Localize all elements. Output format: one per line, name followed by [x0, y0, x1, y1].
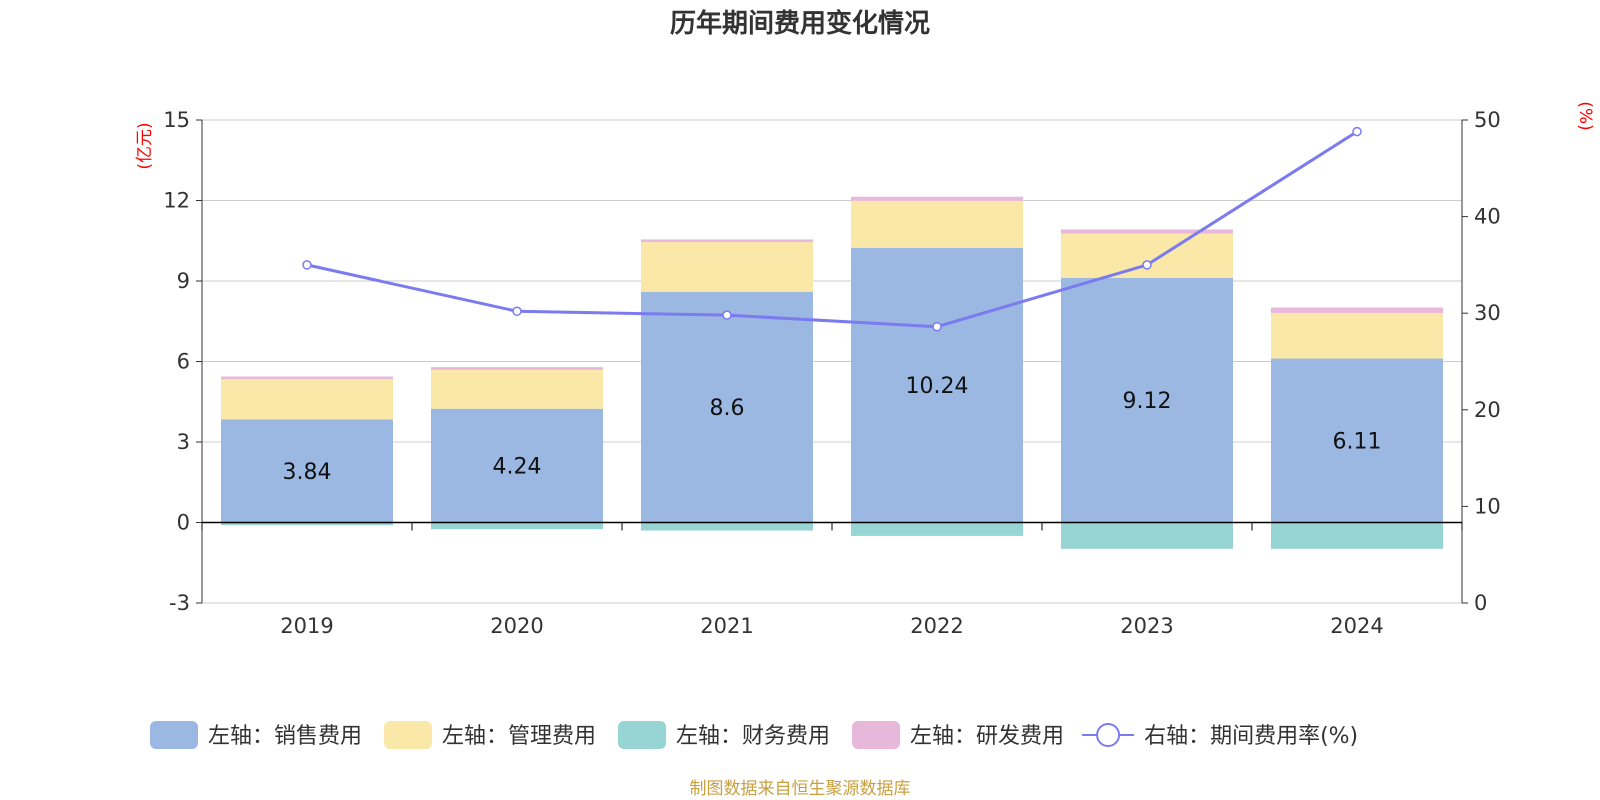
right-tick-label: 40 [1474, 205, 1501, 229]
left-tick-label: 15 [163, 108, 190, 132]
right-tick-label: 0 [1474, 591, 1487, 615]
legend-swatch [384, 721, 433, 749]
bar-segment [641, 522, 813, 531]
bar-segment [1271, 312, 1443, 359]
x-tick-label: 2023 [1120, 614, 1173, 638]
bar-segment [1271, 307, 1443, 313]
bar-segment [221, 522, 393, 526]
right-tick-label: 10 [1474, 494, 1501, 518]
right-tick-label: 20 [1474, 398, 1501, 422]
legend-label: 右轴：期间费用率(%) [1144, 724, 1358, 749]
bar-segment [1061, 233, 1233, 278]
bar-segment [431, 408, 603, 523]
bar-data-label: 8.6 [710, 396, 745, 421]
rate-point [512, 306, 522, 317]
data-labels: 3.84 4.24 8.6 10.24 9.12 6.11 [283, 374, 1382, 485]
rate-point [1352, 126, 1362, 137]
legend-label: 左轴：财务费用 [676, 724, 830, 749]
bar-segment [851, 522, 1023, 536]
left-tick-label: 0 [177, 511, 190, 535]
bar-segment [641, 242, 813, 292]
bar-segment [851, 196, 1023, 201]
bar-segment [221, 379, 393, 420]
bar-data-label: 10.24 [906, 374, 969, 399]
bar-segment [851, 247, 1023, 523]
left-tick-label: 3 [177, 430, 190, 454]
right-tick-label: 50 [1474, 108, 1501, 132]
legend-swatch [150, 721, 198, 749]
rate-point [722, 310, 732, 320]
bar-segment [431, 522, 603, 530]
bar-segment [1271, 358, 1443, 523]
bar-segment [221, 419, 393, 523]
legend-swatch [852, 721, 901, 749]
legend-line-marker [1096, 723, 1121, 747]
bar-segment [851, 200, 1023, 248]
source-note: 制图数据来自恒生聚源数据库 [690, 779, 911, 799]
bar-segment [1271, 522, 1443, 549]
bar-data-label: 4.24 [493, 455, 542, 480]
left-axis-unit: (亿元) [135, 122, 155, 169]
x-tick-label: 2020 [490, 614, 543, 638]
bars [221, 196, 1443, 549]
bar-data-label: 6.11 [1333, 430, 1382, 455]
legend-label: 左轴：销售费用 [208, 724, 362, 749]
legend-label: 左轴：研发费用 [910, 724, 1064, 749]
bar-segment [1061, 229, 1233, 234]
bar-segment [431, 367, 603, 370]
rate-polyline [306, 130, 1358, 329]
x-tick-label: 2021 [700, 614, 753, 638]
x-tick-label: 2022 [910, 614, 963, 638]
bar-segment [641, 239, 813, 243]
left-tick-label: 12 [163, 189, 190, 213]
chart-title: 历年期间费用变化情况 [670, 8, 930, 39]
legend-swatch [618, 721, 667, 749]
bar-segment [1061, 277, 1233, 523]
rate-point [932, 321, 942, 332]
bar-data-label: 3.84 [283, 460, 332, 485]
bar-data-label: 9.12 [1123, 389, 1172, 414]
left-tick-label: 6 [177, 350, 190, 374]
bar-segment [221, 376, 393, 380]
rate-point [302, 260, 312, 270]
bar-segment [431, 369, 603, 409]
legend-label: 左轴：管理费用 [442, 724, 596, 749]
axes: -3 0 3 6 9 12 15 0 10 20 30 40 50 (亿元) (%) 2019 2020 2021… [135, 101, 1595, 638]
left-tick-label: -3 [169, 591, 190, 615]
bar-segment [1061, 522, 1233, 549]
right-tick-label: 30 [1474, 301, 1501, 325]
right-axis-unit: (%) [1575, 101, 1595, 130]
x-tick-label: 2019 [280, 614, 333, 638]
rate-point [1142, 260, 1152, 270]
left-tick-label: 9 [177, 269, 190, 293]
legend: 左轴：销售费用 左轴：管理费用 左轴：财务费用 左轴：研发费用 右轴：期间费用率(%) [150, 721, 1358, 749]
bar-segment [641, 291, 813, 523]
rate-line [302, 126, 1362, 332]
x-tick-label: 2024 [1330, 614, 1383, 638]
